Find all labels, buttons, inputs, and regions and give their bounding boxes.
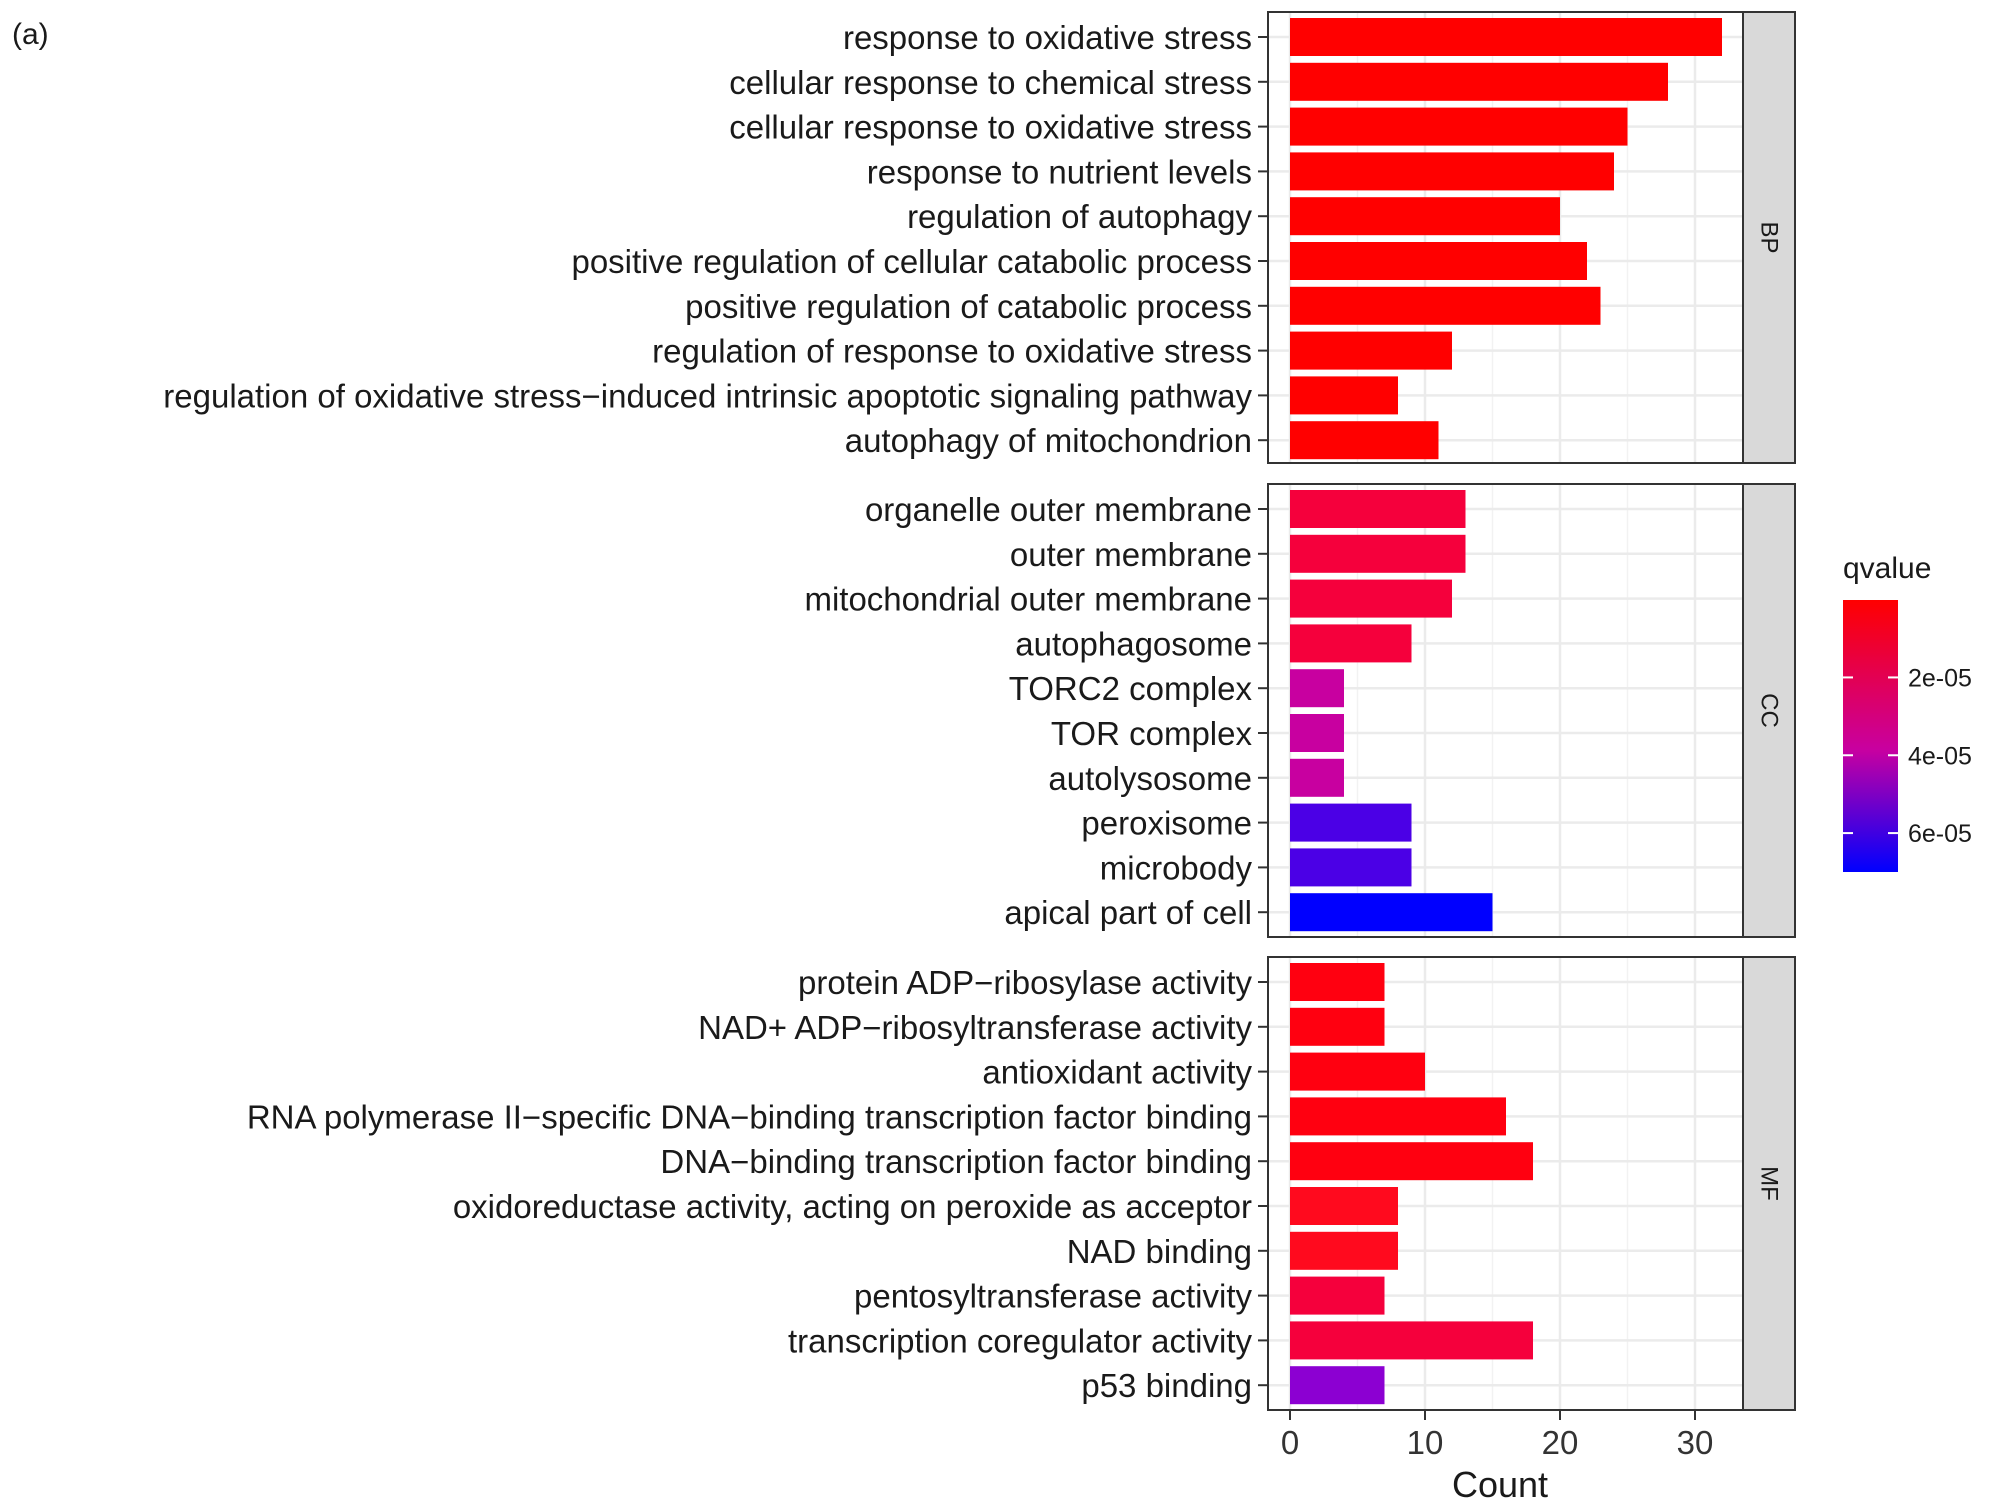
bar (1290, 1276, 1385, 1315)
y-tick-label: antioxidant activity (982, 1054, 1252, 1091)
bar (1290, 1187, 1398, 1225)
y-tick-label: RNA polymerase II−specific DNA−binding t… (247, 1098, 1252, 1135)
plot-area: response to oxidative stress cellular res… (163, 11, 1796, 1461)
legend: qvalue 2e-05 4e-05 6e-05 (1843, 552, 1972, 872)
bar (1290, 331, 1452, 370)
facet-panel-bp: response to oxidative stress cellular res… (163, 11, 1796, 464)
bar (1290, 579, 1452, 618)
bar (1290, 893, 1493, 932)
legend-colorbar (1843, 600, 1898, 872)
y-tick-label: apical part of cell (1004, 894, 1252, 931)
y-tick-label: cellular response to chemical stress (729, 64, 1252, 101)
y-tick-label: cellular response to oxidative stress (729, 109, 1252, 146)
bar (1290, 1321, 1533, 1360)
bar (1290, 1142, 1533, 1181)
facet-strip (1742, 483, 1796, 938)
bar (1290, 107, 1628, 146)
y-tick-label: regulation of autophagy (907, 198, 1252, 235)
bar (1290, 714, 1344, 752)
y-tick-label: regulation of oxidative stress−induced i… (163, 377, 1252, 414)
y-tick-label: autolysosome (1048, 760, 1252, 797)
facet-panel-cc: organelle outer membrane outer membrane mi… (804, 483, 1796, 938)
bar (1290, 758, 1344, 797)
x-tick-label: 0 (1281, 1424, 1299, 1461)
legend-tick-label: 2e-05 (1908, 664, 1972, 692)
y-tick-label: TOR complex (1051, 715, 1253, 752)
x-axis-title: Count (1452, 1464, 1548, 1505)
bar (1290, 963, 1385, 1001)
bar (1290, 1007, 1385, 1046)
y-tick-label: regulation of response to oxidative stre… (652, 333, 1252, 370)
y-tick-label: DNA−binding transcription factor binding (660, 1143, 1252, 1180)
y-tick-label: response to oxidative stress (843, 19, 1252, 56)
y-tick-label: autophagy of mitochondrion (845, 422, 1252, 459)
y-tick-label: NAD binding (1067, 1233, 1252, 1270)
x-tick-label: 30 (1677, 1424, 1714, 1461)
bar (1290, 152, 1614, 191)
facet-strip (1742, 956, 1796, 1411)
y-tick-label: autophagosome (1015, 625, 1252, 662)
facet-strip (1742, 11, 1796, 464)
bar (1290, 490, 1466, 528)
bar (1290, 1231, 1398, 1270)
facet-panel-mf: protein ADP−ribosylase activity NAD+ ADP−… (247, 956, 1796, 1411)
facet-strip-label: MF (1756, 1166, 1783, 1201)
bar (1290, 18, 1722, 56)
x-tick-label: 10 (1407, 1424, 1444, 1461)
y-tick-label: response to nutrient levels (867, 153, 1252, 190)
y-tick-label: peroxisome (1081, 805, 1252, 842)
legend-title: qvalue (1843, 552, 1931, 585)
y-tick-label: transcription coregulator activity (788, 1322, 1253, 1359)
y-tick-label: NAD+ ADP−ribosyltransferase activity (698, 1009, 1252, 1046)
y-tick-label: outer membrane (1010, 536, 1252, 573)
bar (1290, 1097, 1506, 1136)
bar (1290, 624, 1412, 663)
bar (1290, 1366, 1385, 1405)
y-tick-label: p53 binding (1081, 1367, 1252, 1404)
legend-tick-label: 6e-05 (1908, 820, 1972, 848)
bar (1290, 376, 1398, 415)
y-tick-label: organelle outer membrane (865, 491, 1252, 528)
y-tick-label: mitochondrial outer membrane (804, 581, 1252, 618)
bar (1290, 286, 1601, 325)
y-tick-label: protein ADP−ribosylase activity (798, 964, 1252, 1001)
bar (1290, 1052, 1425, 1091)
bar (1290, 62, 1668, 101)
facet-strip-label: CC (1756, 693, 1783, 728)
facet-strip-label: BP (1756, 221, 1783, 253)
y-tick-label: positive regulation of cellular cataboli… (571, 243, 1252, 280)
x-tick-label: 20 (1542, 1424, 1579, 1461)
bar (1290, 534, 1466, 573)
bar (1290, 421, 1439, 460)
y-tick-label: oxidoreductase activity, acting on perox… (453, 1188, 1252, 1225)
y-tick-label: microbody (1100, 849, 1253, 886)
bar (1290, 848, 1412, 887)
bar (1290, 197, 1560, 236)
bar (1290, 803, 1412, 842)
bar (1290, 669, 1344, 708)
y-tick-label: positive regulation of catabolic process (685, 288, 1252, 325)
bar (1290, 242, 1587, 280)
y-tick-label: TORC2 complex (1009, 670, 1253, 707)
legend-tick-label: 4e-05 (1908, 742, 1972, 770)
panel-label: (a) (12, 18, 49, 51)
y-tick-label: pentosyltransferase activity (854, 1278, 1253, 1315)
